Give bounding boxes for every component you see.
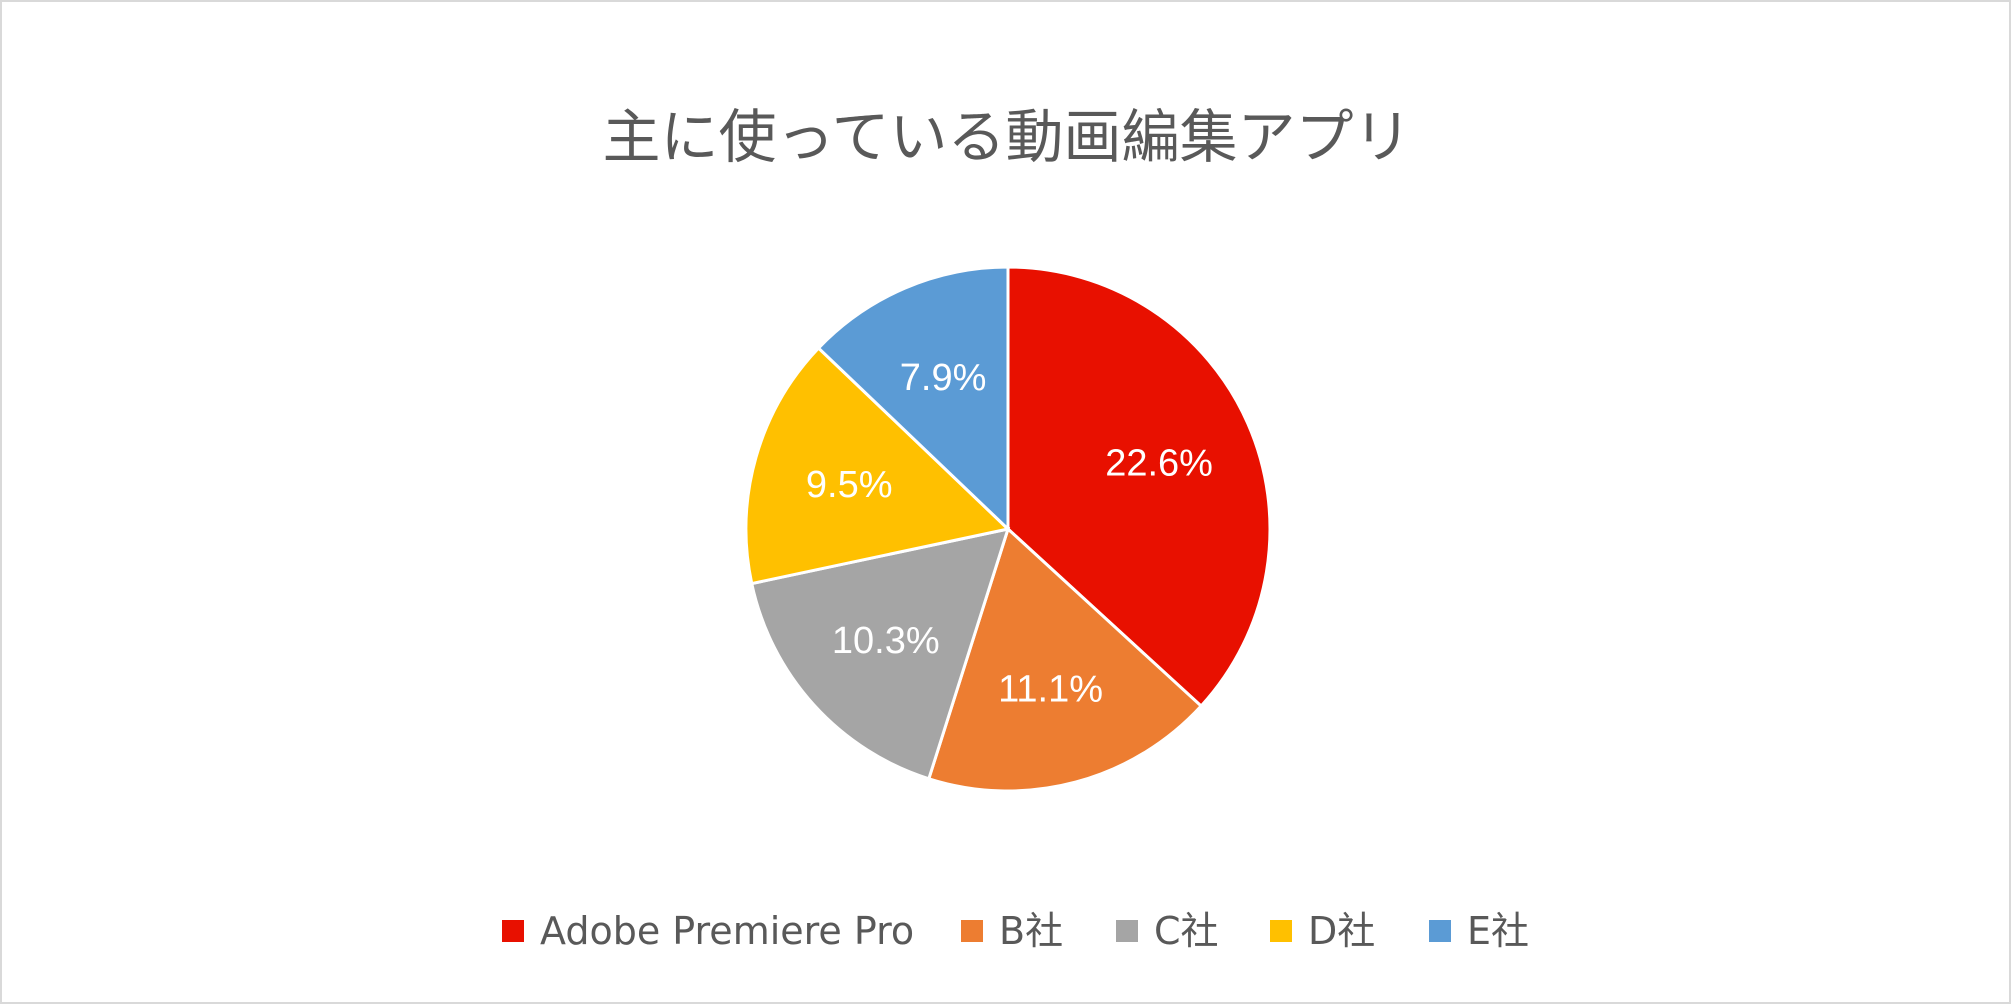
data-label-5: 7.9% <box>900 357 987 399</box>
data-label-3: 10.3% <box>832 620 940 662</box>
pie-slices <box>744 265 1272 793</box>
legend-label-2: B社 <box>999 909 1063 953</box>
legend-label-3: C社 <box>1154 909 1219 953</box>
pie-slice-4 <box>744 345 1012 586</box>
legend-label-1: Adobe Premiere Pro <box>540 909 914 953</box>
data-label-4: 9.5% <box>806 464 893 506</box>
legend: Adobe Premiere Pro B社 C社 D社 E社 <box>502 909 1529 953</box>
chart-title: 主に使っている動画編集アプリ <box>602 103 1411 171</box>
pie-slice-5 <box>816 265 1010 533</box>
pie-slice-2 <box>926 526 1204 793</box>
legend-swatch-3 <box>1116 920 1138 942</box>
data-label-2: 11.1% <box>998 668 1103 710</box>
legend-label-5: E社 <box>1467 909 1529 953</box>
legend-swatch-2 <box>961 920 983 942</box>
legend-swatch-5 <box>1429 920 1451 942</box>
legend-swatch-1 <box>502 920 524 942</box>
pie-data-labels: 22.6% 11.1% 10.3% 9.5% 7.9% <box>806 357 1213 710</box>
pie-slice-3 <box>749 526 1011 781</box>
pie-slice-1 <box>1006 265 1272 709</box>
legend-label-4: D社 <box>1308 909 1375 953</box>
data-label-1: 22.6% <box>1105 443 1213 485</box>
legend-swatch-4 <box>1270 920 1292 942</box>
